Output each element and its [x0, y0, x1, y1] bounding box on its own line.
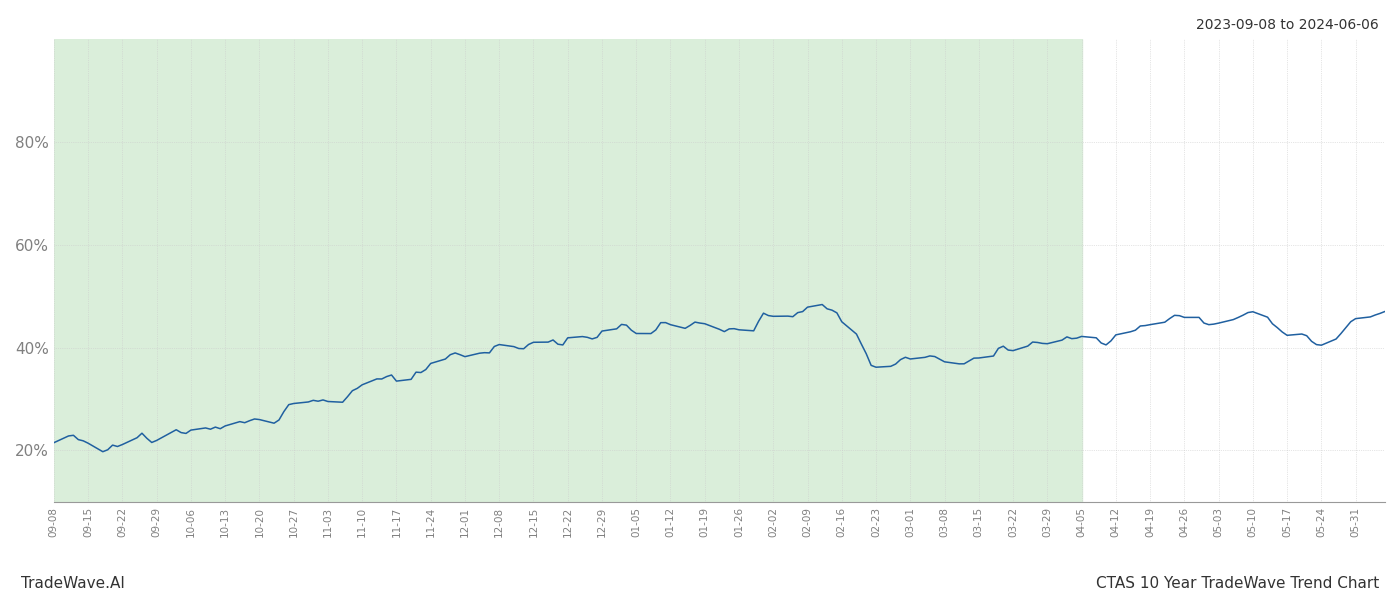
Bar	[53, 39, 1082, 502]
Text: CTAS 10 Year TradeWave Trend Chart: CTAS 10 Year TradeWave Trend Chart	[1096, 576, 1379, 591]
Text: 2023-09-08 to 2024-06-06: 2023-09-08 to 2024-06-06	[1196, 18, 1379, 32]
Text: TradeWave.AI: TradeWave.AI	[21, 576, 125, 591]
